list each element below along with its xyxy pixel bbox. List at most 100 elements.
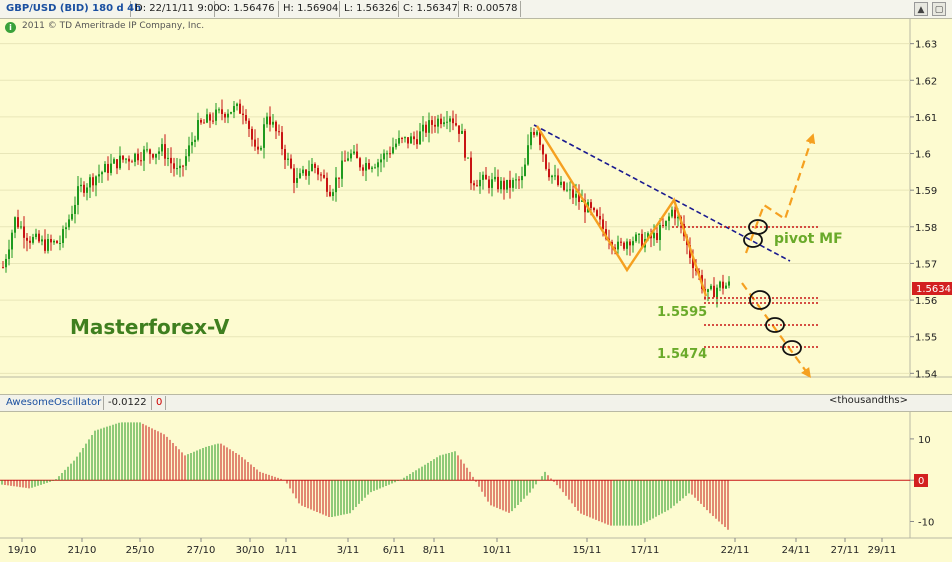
time-tick-label: 15/11: [573, 545, 602, 556]
candle-body: [524, 164, 526, 176]
candle-body: [65, 227, 67, 230]
candle-body: [545, 154, 547, 169]
candle-body: [269, 116, 271, 125]
price-tick-label: 1.58: [915, 223, 937, 234]
time-tick-label: 10/11: [483, 545, 512, 556]
candle-body: [344, 160, 346, 162]
time-tick-label: 30/10: [236, 545, 265, 556]
candle-body: [539, 131, 541, 145]
candle-body: [110, 163, 112, 173]
restore-window-icon[interactable]: ▢: [932, 2, 946, 16]
candle-body: [38, 233, 40, 242]
date-readout: D: 22/11/11 9:00: [131, 1, 220, 17]
candle-body: [596, 210, 598, 217]
candle-body: [455, 123, 457, 126]
close-readout: C: 1.56347: [399, 1, 459, 17]
candle-body: [245, 115, 247, 121]
candle-body: [83, 184, 85, 193]
candle-body: [605, 229, 607, 239]
info-icon[interactable]: i: [5, 22, 16, 33]
oscillator-name[interactable]: AwesomeOscillator: [2, 396, 104, 410]
symbol-label[interactable]: GBP/USD (BID) 180 d 4h: [2, 1, 141, 17]
candle-body: [161, 144, 163, 152]
candle-body: [440, 118, 442, 125]
candle-body: [200, 120, 202, 123]
candle-body: [725, 285, 727, 289]
candle-body: [263, 124, 265, 148]
pivot-label: pivot MF: [774, 231, 843, 247]
time-tick-label: 21/10: [68, 545, 97, 556]
osc-zero-tag: [914, 474, 928, 487]
candle-body: [149, 149, 151, 155]
time-tick-label: 27/10: [187, 545, 216, 556]
candle-body: [206, 114, 208, 123]
candle-body: [260, 147, 262, 150]
candle-body: [449, 118, 451, 122]
level-circle-3: [782, 340, 802, 356]
collapse-up-icon[interactable]: ▲: [914, 2, 928, 16]
candle-body: [302, 169, 304, 174]
price-tick-label: 1.62: [915, 76, 937, 87]
candle-body: [143, 149, 145, 161]
candle-body: [74, 204, 76, 214]
candle-body: [347, 158, 349, 161]
candle-body: [569, 189, 571, 191]
candle-body: [722, 281, 724, 289]
candle-body: [62, 229, 64, 243]
candle-body: [638, 233, 640, 235]
candle-body: [173, 163, 175, 169]
candle-body: [95, 176, 97, 186]
candle-body: [413, 136, 415, 140]
candle-body: [527, 145, 529, 165]
candle-body: [155, 153, 157, 158]
candle-body: [317, 167, 319, 175]
candle-body: [335, 177, 337, 193]
candle-body: [248, 120, 250, 129]
price-tick-label: 1.57: [915, 259, 937, 270]
candle-body: [593, 207, 595, 211]
candle-body: [158, 151, 160, 154]
candle-body: [521, 175, 523, 181]
price-tick-label: 1.61: [915, 113, 937, 124]
candle-body: [410, 136, 412, 144]
candle-body: [107, 163, 109, 173]
candle-body: [332, 192, 334, 197]
candle-body: [425, 124, 427, 133]
candle-body: [617, 241, 619, 250]
candle-body: [239, 103, 241, 114]
candle-body: [728, 281, 730, 286]
candle-body: [224, 114, 226, 118]
time-tick-label: 17/11: [631, 545, 660, 556]
candle-body: [326, 177, 328, 192]
candle-body: [365, 163, 367, 171]
candle-body: [287, 158, 289, 160]
candle-body: [266, 116, 268, 125]
candle-body: [434, 124, 436, 127]
candle-body: [584, 200, 586, 213]
bullish-scenario-arrow: [744, 133, 816, 254]
candle-body: [506, 179, 508, 190]
candle-body: [86, 187, 88, 193]
time-tick-label: 25/10: [126, 545, 155, 556]
pivot-circle-2: [743, 232, 763, 248]
candle-body: [458, 125, 460, 134]
candle-body: [401, 138, 403, 140]
candle-body: [134, 153, 136, 162]
candle-body: [707, 289, 709, 292]
candle-body: [257, 146, 259, 150]
candle-body: [254, 139, 256, 147]
high-readout: H: 1.56904: [279, 1, 340, 17]
candle-body: [125, 158, 127, 160]
candle-body: [146, 149, 148, 151]
candle-body: [353, 151, 355, 154]
candle-body: [485, 174, 487, 180]
candle-body: [518, 179, 520, 181]
candle-body: [53, 240, 55, 243]
candle-body: [710, 285, 712, 290]
bearish-scenario-arrow: [741, 282, 811, 379]
candle-body: [476, 185, 478, 187]
candle-body: [119, 155, 121, 169]
candle-body: [446, 121, 448, 123]
